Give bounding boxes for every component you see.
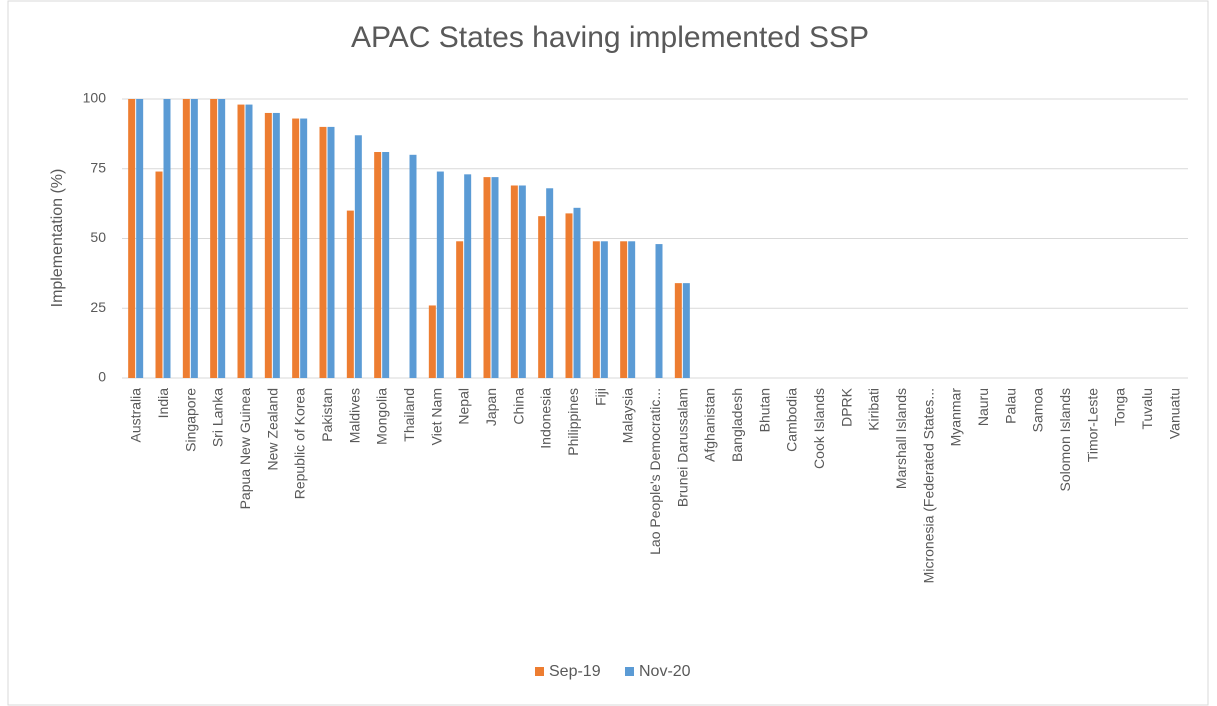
bar bbox=[182, 99, 190, 378]
x-tick-label: Pakistan bbox=[319, 388, 335, 442]
x-tick-label: Palau bbox=[1002, 388, 1018, 424]
bar bbox=[655, 244, 663, 378]
legend-swatch bbox=[625, 667, 634, 676]
bar bbox=[354, 135, 362, 378]
x-tick-label: Tuvalu bbox=[1139, 388, 1155, 430]
bar bbox=[292, 118, 300, 378]
x-tick-label: Viet Nam bbox=[428, 388, 444, 445]
bar bbox=[456, 241, 464, 378]
bar bbox=[538, 216, 546, 378]
x-tick-label: Tonga bbox=[1112, 388, 1128, 426]
bar bbox=[674, 283, 682, 378]
x-tick-label: DPRK bbox=[838, 387, 854, 427]
legend-label: Nov-20 bbox=[639, 663, 691, 680]
x-tick-label: Republic of Korea bbox=[292, 388, 308, 500]
x-tick-label: Bhutan bbox=[756, 388, 772, 432]
bar bbox=[518, 185, 526, 378]
bar bbox=[409, 154, 417, 378]
y-tick-label: 75 bbox=[90, 159, 106, 175]
y-tick-label: 0 bbox=[98, 369, 106, 385]
bar bbox=[620, 241, 628, 378]
x-tick-label: Kiribati bbox=[866, 388, 882, 431]
bar bbox=[374, 152, 382, 378]
x-tick-label: Cook Islands bbox=[811, 388, 827, 469]
chart-frame bbox=[7, 0, 1209, 706]
x-tick-label: Samoa bbox=[1030, 388, 1046, 433]
x-tick-label: Nauru bbox=[975, 388, 991, 426]
x-tick-label: Afghanistan bbox=[702, 388, 718, 462]
x-tick-label: Micronesia (Federated States... bbox=[920, 388, 936, 583]
y-tick-label: 25 bbox=[90, 299, 106, 315]
legend-label: Sep-19 bbox=[549, 663, 601, 680]
x-tick-label: China bbox=[510, 388, 526, 425]
bar bbox=[327, 126, 335, 379]
x-tick-label: Lao People's Democratic... bbox=[647, 388, 663, 555]
bar bbox=[682, 283, 690, 378]
x-tick-label: Timor-Leste bbox=[1084, 388, 1100, 462]
bar bbox=[565, 213, 573, 378]
bar bbox=[510, 185, 518, 378]
bar bbox=[428, 305, 436, 378]
x-tick-label: Cambodia bbox=[784, 388, 800, 452]
bar bbox=[264, 112, 272, 378]
x-tick-label: Fiji bbox=[592, 388, 608, 406]
x-tick-label: Myanmar bbox=[948, 388, 964, 447]
bar bbox=[346, 210, 354, 378]
bar bbox=[128, 99, 136, 378]
x-tick-label: Nepal bbox=[456, 388, 472, 425]
x-tick-label: Sri Lanka bbox=[210, 388, 226, 447]
x-tick-label: Maldives bbox=[346, 388, 362, 443]
x-tick-label: Brunei Darussalam bbox=[674, 388, 690, 507]
bar bbox=[546, 188, 554, 378]
bar bbox=[628, 241, 636, 378]
bar bbox=[573, 207, 581, 378]
x-tick-label: Singapore bbox=[182, 388, 198, 452]
bar bbox=[163, 99, 171, 378]
x-tick-label: Vanuatu bbox=[1166, 388, 1182, 439]
bar bbox=[600, 241, 608, 378]
bar bbox=[300, 118, 308, 378]
x-tick-label: India bbox=[155, 388, 171, 419]
bar bbox=[436, 171, 444, 378]
x-tick-label: Thailand bbox=[401, 388, 417, 442]
bar bbox=[592, 241, 600, 378]
bar bbox=[245, 104, 253, 378]
bar bbox=[190, 99, 198, 378]
x-tick-label: Bangladesh bbox=[729, 388, 745, 462]
bar bbox=[136, 99, 144, 378]
x-tick-label: Philippines bbox=[565, 388, 581, 456]
y-tick-label: 100 bbox=[83, 90, 107, 106]
x-tick-label: Mongolia bbox=[374, 388, 390, 445]
bar bbox=[218, 99, 226, 378]
y-tick-label: 50 bbox=[90, 229, 106, 245]
x-tick-label: Malaysia bbox=[620, 388, 636, 443]
x-tick-label: Australia bbox=[128, 388, 144, 443]
x-tick-label: New Zealand bbox=[264, 388, 280, 471]
bar bbox=[210, 99, 218, 378]
x-tick-label: Japan bbox=[483, 388, 499, 426]
x-tick-label: Marshall Islands bbox=[893, 388, 909, 489]
bar bbox=[464, 174, 472, 378]
x-tick-label: Indonesia bbox=[538, 388, 554, 449]
x-tick-label: Papua New Guinea bbox=[237, 388, 253, 510]
bar bbox=[272, 112, 280, 378]
legend-swatch bbox=[535, 667, 544, 676]
bar bbox=[155, 171, 163, 378]
x-tick-label: Solomon Islands bbox=[1057, 388, 1073, 492]
bar bbox=[483, 177, 491, 378]
bar bbox=[319, 126, 327, 379]
chart-title: APAC States having implemented SSP bbox=[351, 21, 869, 54]
y-axis-label: Implementation (%) bbox=[49, 169, 66, 308]
bar bbox=[491, 177, 499, 378]
bar bbox=[382, 152, 390, 378]
bar bbox=[237, 104, 245, 378]
